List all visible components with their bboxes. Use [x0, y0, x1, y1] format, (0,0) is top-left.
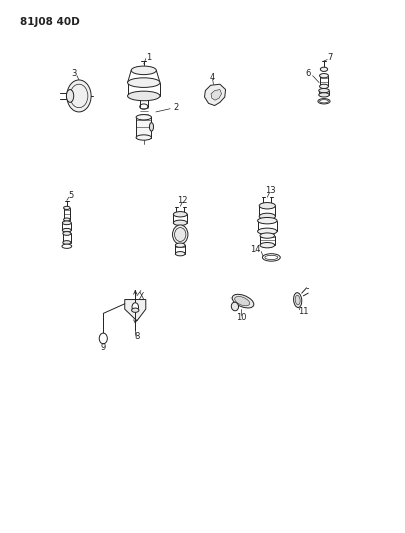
Ellipse shape	[320, 74, 328, 78]
Circle shape	[99, 333, 107, 344]
Text: 14: 14	[250, 245, 260, 254]
Ellipse shape	[258, 228, 277, 235]
Ellipse shape	[319, 88, 329, 93]
Ellipse shape	[128, 78, 160, 87]
Ellipse shape	[62, 244, 72, 248]
Circle shape	[67, 80, 91, 112]
Ellipse shape	[319, 93, 329, 97]
Ellipse shape	[175, 243, 185, 247]
Ellipse shape	[320, 67, 328, 71]
Ellipse shape	[318, 99, 330, 104]
Ellipse shape	[149, 123, 153, 131]
Ellipse shape	[295, 295, 300, 305]
Ellipse shape	[173, 225, 188, 244]
Text: 9: 9	[101, 343, 106, 352]
Ellipse shape	[175, 228, 186, 241]
Ellipse shape	[64, 206, 70, 209]
Ellipse shape	[320, 84, 328, 88]
Ellipse shape	[132, 308, 139, 312]
Text: 3: 3	[71, 69, 77, 78]
Text: 13: 13	[265, 187, 276, 195]
Polygon shape	[211, 90, 222, 100]
Text: 5: 5	[68, 191, 73, 199]
Text: 6: 6	[305, 69, 311, 78]
Ellipse shape	[136, 115, 151, 120]
Ellipse shape	[259, 203, 275, 209]
Ellipse shape	[259, 213, 275, 220]
Text: 12: 12	[177, 196, 188, 205]
Text: 1: 1	[146, 53, 151, 61]
Ellipse shape	[62, 229, 71, 232]
Text: 81J08 40D: 81J08 40D	[20, 17, 80, 27]
Polygon shape	[125, 300, 146, 321]
Polygon shape	[205, 84, 226, 106]
Text: 7: 7	[327, 53, 333, 62]
Ellipse shape	[128, 91, 160, 101]
Text: 11: 11	[298, 308, 309, 316]
Ellipse shape	[294, 293, 302, 308]
Ellipse shape	[231, 302, 239, 311]
Ellipse shape	[258, 217, 277, 224]
Text: 8: 8	[134, 333, 140, 341]
Ellipse shape	[173, 212, 187, 217]
Ellipse shape	[262, 254, 280, 261]
Bar	[136, 117, 151, 138]
Ellipse shape	[131, 66, 156, 75]
Ellipse shape	[66, 90, 74, 102]
Ellipse shape	[232, 294, 254, 308]
Ellipse shape	[260, 233, 275, 238]
Ellipse shape	[235, 296, 249, 306]
Text: X: X	[139, 292, 143, 301]
Ellipse shape	[63, 241, 71, 245]
Ellipse shape	[64, 218, 70, 221]
Ellipse shape	[62, 221, 71, 225]
Text: 10: 10	[236, 313, 246, 321]
Ellipse shape	[173, 220, 187, 225]
Ellipse shape	[63, 231, 71, 236]
Ellipse shape	[260, 243, 275, 248]
Ellipse shape	[175, 252, 185, 256]
Ellipse shape	[136, 135, 151, 140]
Text: 2: 2	[174, 103, 179, 112]
Circle shape	[132, 303, 139, 311]
Text: 4: 4	[210, 73, 215, 82]
